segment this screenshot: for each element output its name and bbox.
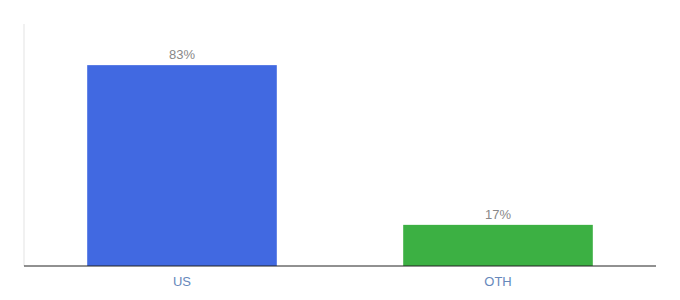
x-axis-line (24, 266, 656, 267)
data-label: 17% (485, 207, 511, 222)
bars (87, 65, 593, 266)
x-tick-label: OTH (484, 274, 511, 289)
bar (403, 225, 593, 266)
chart-container: 83% 17% US OTH (0, 0, 680, 300)
data-label: 83% (169, 47, 195, 62)
chart: 83% 17% US OTH (0, 0, 680, 300)
y-axis-line (24, 24, 25, 266)
bar (87, 65, 277, 266)
x-tick-labels: US OTH (173, 274, 512, 289)
x-tick-label: US (173, 274, 191, 289)
data-labels: 83% 17% (169, 47, 511, 222)
